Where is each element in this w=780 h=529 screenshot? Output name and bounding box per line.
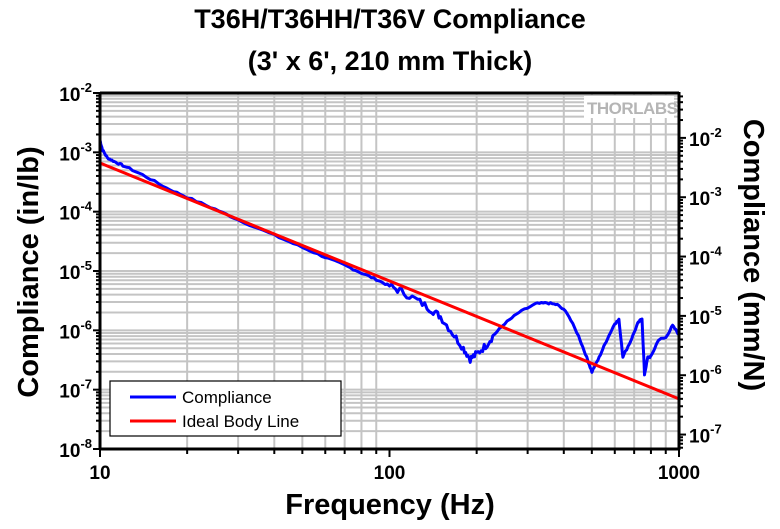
legend: Compliance Ideal Body Line — [109, 380, 342, 437]
series-layer — [98, 139, 680, 401]
y-tick-label-left: 10-8 — [59, 436, 92, 462]
tick-base: 10 — [59, 204, 80, 225]
tick-base: 10 — [689, 367, 710, 388]
y-tick-label-right: 10-4 — [689, 244, 722, 270]
tick-exponent: -8 — [80, 436, 92, 451]
chart-title-line-2: (3' x 6', 210 mm Thick) — [248, 46, 532, 76]
y-tick-label-left: 10-5 — [59, 258, 92, 284]
legend-box — [109, 380, 342, 437]
tick-exponent: -7 — [80, 377, 92, 392]
tick-base: 10 — [59, 322, 80, 343]
tick-exponent: -5 — [80, 258, 92, 273]
y-axis-title-left: Compliance (in/lb) — [13, 146, 45, 397]
legend-label-ideal-body-line: Ideal Body Line — [182, 412, 299, 431]
tick-exponent: -6 — [710, 362, 722, 377]
tick-exponent: -7 — [710, 422, 722, 437]
x-tick-label: 10 — [89, 463, 110, 484]
y-tick-label-right: 10-5 — [689, 303, 722, 329]
tick-exponent: -2 — [80, 80, 92, 95]
tick-base: 10 — [689, 189, 710, 210]
y-tick-label-left: 10-2 — [59, 80, 92, 106]
y-tick-label-left: 10-6 — [59, 317, 92, 343]
y-tick-label-left: 10-7 — [59, 377, 92, 403]
tick-base: 10 — [59, 382, 80, 403]
tick-base: 10 — [59, 85, 80, 106]
tick-exponent: -4 — [80, 199, 92, 214]
tick-base: 10 — [689, 130, 710, 151]
thorlabs-watermark: THORLABS — [584, 96, 678, 118]
tick-base: 10 — [59, 263, 80, 284]
tick-exponent: -4 — [710, 244, 722, 259]
tick-exponent: -3 — [710, 184, 722, 199]
y-tick-label-right: 10-7 — [689, 422, 722, 448]
grid — [100, 93, 679, 450]
tick-exponent: -2 — [710, 125, 722, 140]
y-tick-label-right: 10-6 — [689, 362, 722, 388]
tick-base: 10 — [59, 441, 80, 462]
tick-base: 10 — [689, 308, 710, 329]
series-line-ideal-body-line — [99, 161, 680, 401]
y-tick-label-right: 10-3 — [689, 184, 722, 210]
legend-label-compliance: Compliance — [182, 388, 272, 407]
thorlabs-logo-text: THORLABS — [587, 99, 678, 118]
x-tick-label: 1000 — [658, 463, 700, 484]
y-tick-label-left: 10-3 — [59, 139, 92, 165]
axes: 10 100 100010-210-310-410-510-610-710-810-… — [59, 80, 722, 484]
y-tick-label-right: 10-2 — [689, 125, 722, 151]
x-axis-title: Frequency (Hz) — [285, 489, 494, 521]
x-tick-label: 100 — [374, 463, 406, 484]
tick-base: 10 — [689, 249, 710, 270]
y-axis-title-right: Compliance (mm/N) — [737, 119, 769, 391]
tick-exponent: -3 — [80, 139, 92, 154]
tick-base: 10 — [689, 427, 710, 448]
y-tick-label-left: 10-4 — [59, 199, 92, 225]
chart-title-line-1: T36H/T36HH/T36V Compliance — [194, 4, 586, 34]
tick-exponent: -6 — [80, 317, 92, 332]
tick-exponent: -5 — [710, 303, 722, 318]
tick-base: 10 — [59, 144, 80, 165]
